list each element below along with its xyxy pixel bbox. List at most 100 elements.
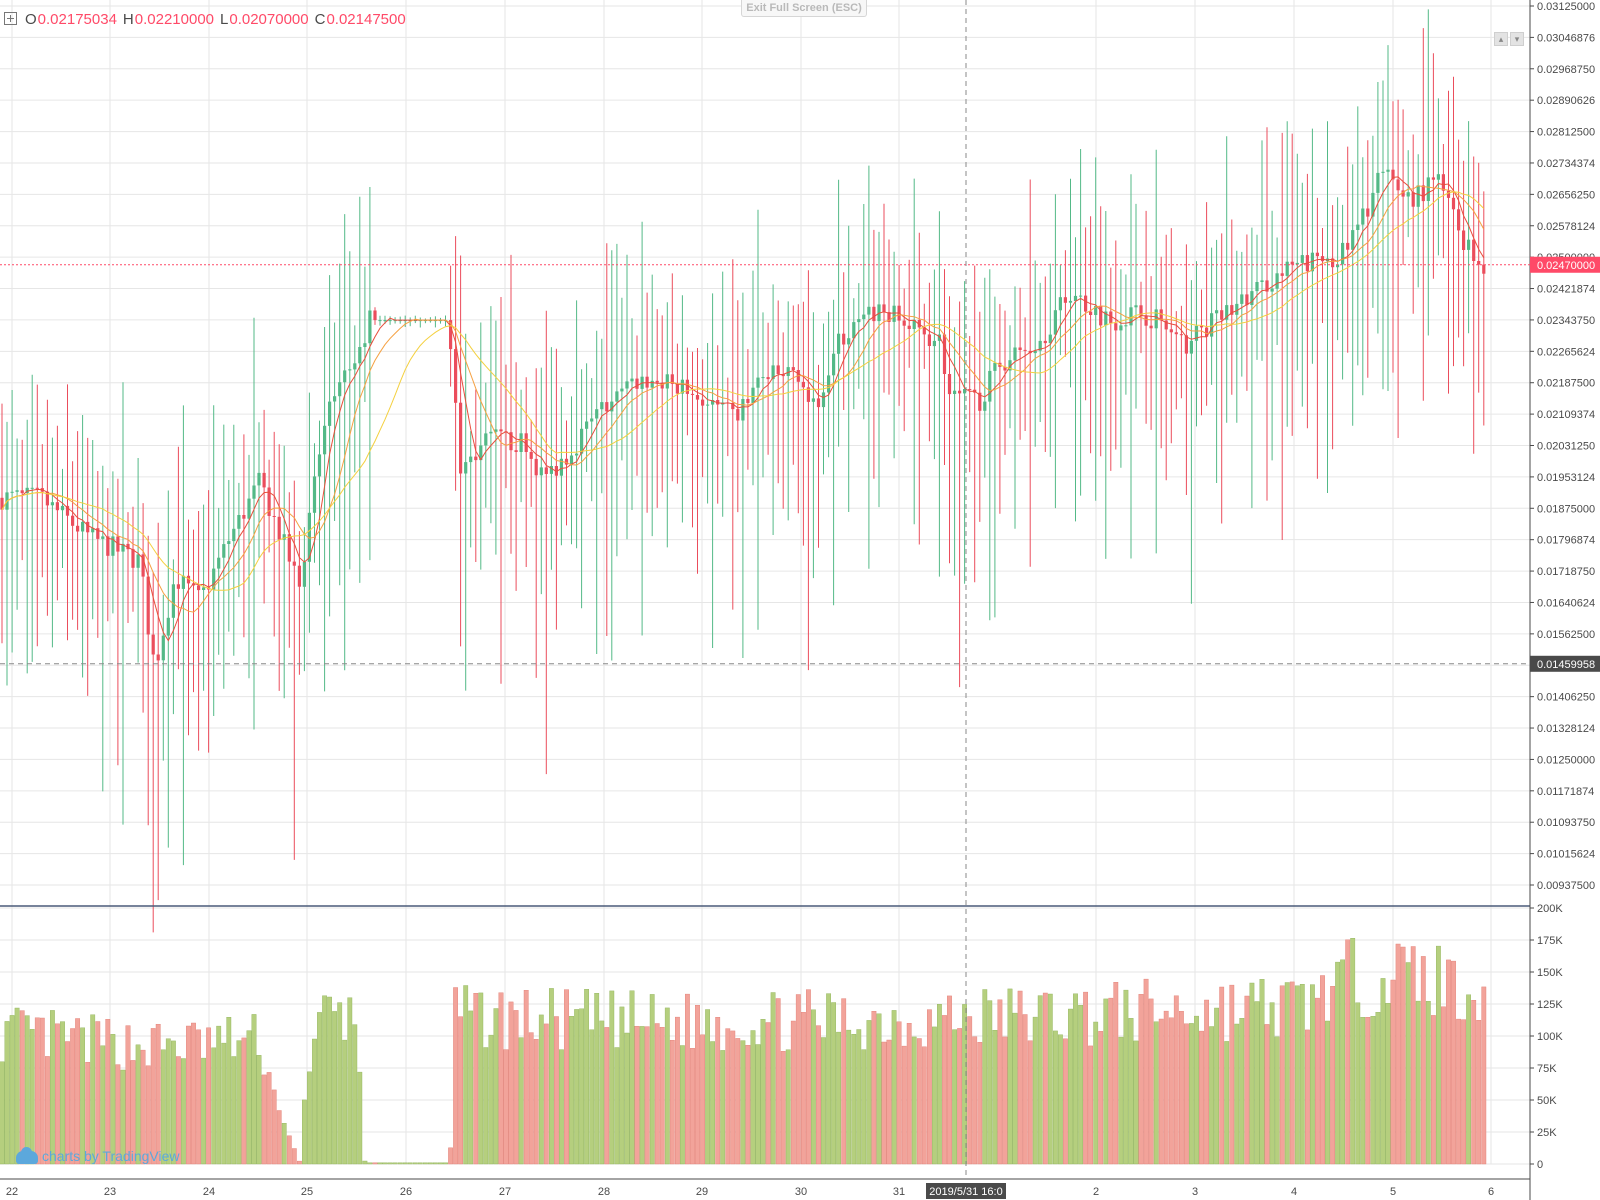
price-axis-label: 0.01093750 — [1537, 817, 1595, 829]
candle-body — [837, 333, 841, 354]
volume-bar — [24, 1015, 30, 1165]
volume-bar — [659, 1026, 665, 1165]
volume-bar — [1012, 1012, 1018, 1165]
volume-bar — [675, 1016, 680, 1165]
volume-bar — [1335, 961, 1341, 1165]
volume-bar — [433, 1162, 438, 1165]
scale-up-icon[interactable]: ▴ — [1494, 32, 1508, 46]
volume-bar — [1254, 1001, 1260, 1165]
candle-body — [600, 402, 604, 410]
candle-body — [65, 505, 70, 516]
candle-body — [222, 544, 226, 558]
candle-body — [620, 388, 624, 392]
scale-down-icon[interactable]: ▾ — [1510, 32, 1524, 46]
exit-fullscreen-button[interactable]: Exit Full Screen (ESC) — [741, 0, 867, 17]
candle-body — [1482, 264, 1486, 274]
volume-bar — [599, 1020, 605, 1165]
volume-bar — [1037, 995, 1043, 1165]
volume-bar — [1083, 991, 1089, 1165]
volume-bar — [34, 1017, 40, 1165]
scale-buttons: ▴ ▾ — [1494, 29, 1526, 47]
candle-body — [1194, 325, 1199, 341]
price-axis-label: 0.01328124 — [1537, 723, 1595, 735]
candle-body — [660, 382, 664, 389]
volume-bar — [750, 1030, 756, 1165]
candle-body — [993, 362, 997, 371]
candle-body — [1205, 327, 1209, 337]
volume-bar — [276, 1110, 282, 1165]
candle-body — [1220, 310, 1224, 320]
candle-body — [1406, 192, 1410, 197]
volume-bar — [1425, 1001, 1431, 1165]
date-axis-label: 23 — [104, 1186, 116, 1198]
candle-body — [1346, 242, 1350, 250]
candle-body — [1371, 192, 1375, 217]
volume-bar — [831, 1002, 837, 1165]
candle-body — [186, 575, 191, 584]
candle-body — [1275, 273, 1279, 289]
candle-body — [1154, 309, 1158, 329]
volume-bar — [191, 1022, 196, 1165]
volume-bar — [1057, 1034, 1063, 1165]
volume-axis-label: 25K — [1537, 1127, 1557, 1139]
volume-bar — [619, 1006, 625, 1165]
candle-body — [232, 528, 236, 542]
candle-body — [927, 334, 931, 346]
candle-body — [191, 583, 196, 586]
expand-legend-icon[interactable] — [4, 12, 17, 25]
volume-bar — [322, 995, 327, 1165]
volume-bar — [1446, 959, 1451, 1165]
candle-body — [388, 320, 392, 322]
volume-bar — [115, 1064, 121, 1165]
volume-bar — [664, 1007, 670, 1165]
volume-bar — [473, 993, 479, 1165]
candle-body — [544, 467, 548, 474]
candle-body — [1462, 230, 1466, 250]
volume-bar — [226, 1017, 232, 1165]
volume-bar — [967, 1016, 973, 1165]
volume-bar — [165, 1038, 171, 1165]
candle-body — [60, 505, 65, 511]
candle-body — [1366, 208, 1370, 217]
volume-bar — [130, 1060, 136, 1165]
candle-body — [514, 450, 518, 452]
candle-body — [242, 515, 246, 519]
candle-body — [816, 398, 821, 408]
volume-bar — [180, 1058, 186, 1165]
candle-body — [963, 389, 967, 394]
volume-bar — [206, 1027, 211, 1165]
candle-body — [1225, 305, 1229, 320]
date-axis-label: 28 — [598, 1186, 610, 1198]
volume-bar — [760, 1019, 766, 1165]
volume-bar — [90, 1014, 96, 1165]
tradingview-watermark[interactable]: charts by TradingView — [16, 1146, 179, 1164]
volume-bar — [871, 1011, 877, 1165]
candle-body — [882, 304, 886, 313]
volume-bar — [937, 1004, 942, 1165]
candle-body — [96, 528, 100, 539]
volume-bar — [881, 1041, 887, 1165]
volume-bar — [397, 1162, 403, 1165]
volume-bar — [584, 989, 590, 1165]
candle-body — [1013, 347, 1017, 361]
crosshair-time-label: 2019/5/31 16:0 — [929, 1186, 1002, 1198]
candle-body — [756, 377, 760, 388]
ma-slow-line — [1, 191, 1485, 591]
volume-bar — [1002, 1036, 1008, 1165]
volume-bar — [85, 1061, 91, 1165]
low-value: 0.02070000 — [229, 11, 309, 28]
candle-body — [312, 476, 317, 513]
price-axis-label: 0.02187500 — [1537, 378, 1595, 390]
volume-bar — [906, 1023, 912, 1165]
volume-bar — [1027, 1040, 1033, 1165]
price-axis-label: 0.01171874 — [1537, 786, 1594, 798]
tradingview-logo-icon — [16, 1146, 38, 1164]
candle-body — [1477, 261, 1481, 265]
candle-body — [297, 565, 301, 587]
volume-bar — [1385, 1003, 1391, 1165]
volume-bar — [554, 1016, 559, 1165]
volume-bar — [1219, 986, 1225, 1165]
candle-body — [166, 617, 170, 636]
volume-bar — [836, 1031, 842, 1165]
